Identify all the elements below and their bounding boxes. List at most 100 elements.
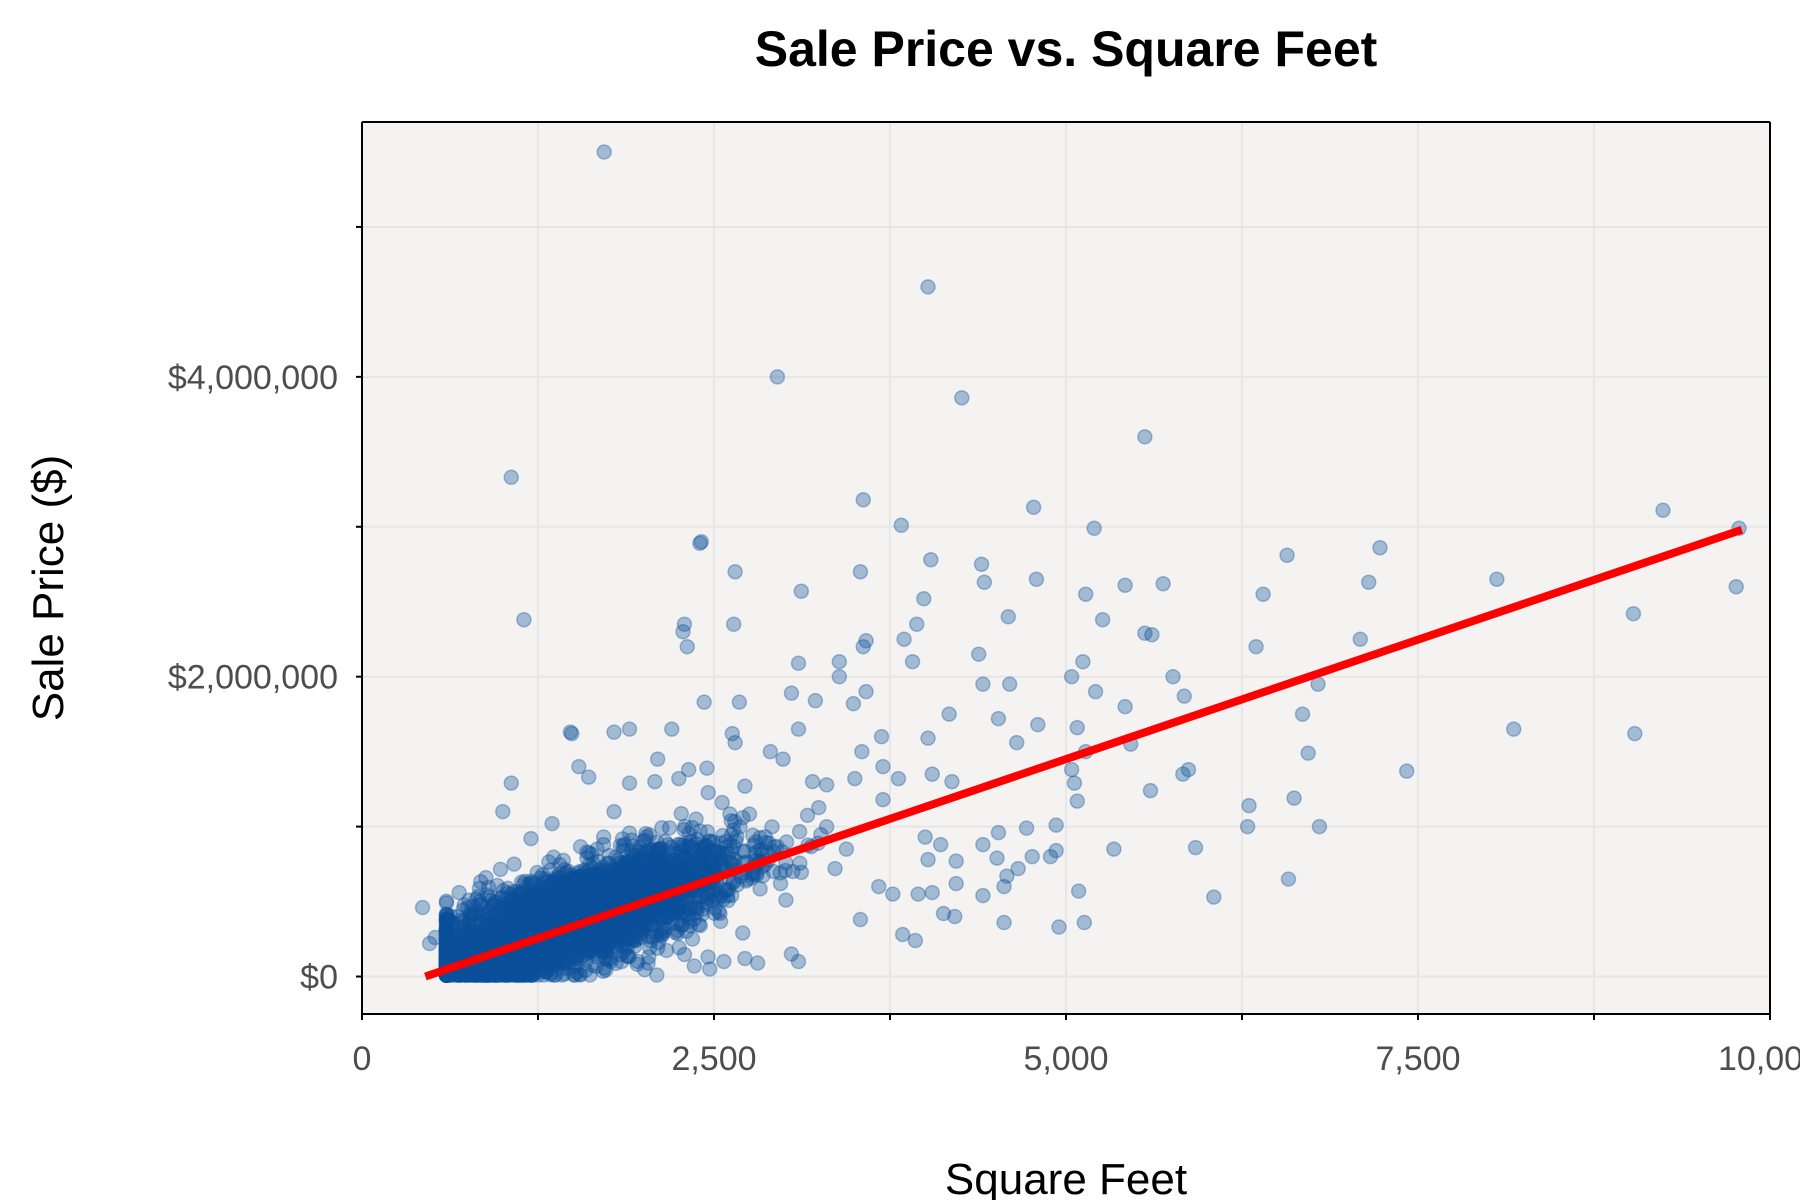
data-point: [616, 880, 632, 896]
data-point: [727, 563, 743, 580]
data-point: [990, 824, 1007, 841]
data-point: [907, 932, 924, 949]
data-point: [1024, 848, 1040, 865]
data-point: [656, 857, 673, 873]
data-point: [585, 855, 601, 872]
data-point: [560, 896, 577, 913]
data-point: [648, 866, 665, 883]
data-point: [611, 861, 627, 878]
data-point: [634, 862, 651, 878]
data-point: [653, 928, 670, 944]
data-point: [438, 911, 455, 928]
data-point: [676, 821, 693, 838]
data-point: [564, 898, 581, 915]
data-point: [638, 829, 655, 845]
data-point: [597, 941, 613, 957]
data-point: [480, 879, 497, 896]
data-point: [579, 844, 595, 860]
data-point: [628, 857, 645, 873]
data-point: [534, 916, 550, 933]
data-point: [559, 908, 575, 925]
data-point: [613, 877, 629, 894]
data-point: [573, 896, 589, 912]
data-point: [691, 889, 707, 905]
data-point: [477, 967, 494, 983]
data-point: [623, 843, 640, 859]
data-point: [505, 898, 521, 914]
data-point: [1175, 766, 1191, 782]
data-point: [1255, 586, 1271, 602]
data-point: [585, 924, 601, 940]
data-point: [661, 867, 677, 884]
data-point: [799, 807, 816, 824]
data-point: [948, 853, 964, 869]
data-point: [583, 957, 600, 973]
y-tick-label: $2,000,000: [168, 659, 338, 697]
data-point: [560, 902, 577, 919]
data-point: [477, 928, 494, 944]
data-point: [622, 930, 638, 947]
data-point: [587, 923, 603, 940]
data-point: [587, 943, 604, 960]
data-point: [496, 956, 512, 972]
data-point: [506, 925, 522, 941]
data-point: [601, 871, 617, 887]
data-point: [528, 905, 545, 921]
data-point: [523, 916, 539, 932]
data-point: [486, 967, 502, 983]
data-point: [1106, 841, 1122, 857]
data-point: [570, 878, 587, 895]
data-point: [541, 854, 557, 870]
data-point: [904, 653, 921, 670]
data-point: [466, 930, 482, 947]
data-point: [633, 877, 650, 894]
data-point: [669, 857, 686, 873]
data-point: [626, 864, 643, 881]
data-point: [539, 894, 555, 910]
data-point: [572, 868, 588, 884]
data-point: [570, 903, 586, 919]
data-point: [689, 901, 705, 917]
data-point: [679, 893, 695, 910]
data-point: [542, 902, 558, 919]
data-point: [605, 865, 622, 882]
data-point: [466, 967, 482, 983]
data-point: [920, 279, 936, 295]
data-point: [438, 939, 455, 955]
data-point: [1625, 605, 1642, 622]
data-point: [618, 881, 635, 897]
data-point: [557, 954, 574, 971]
data-point: [599, 895, 615, 911]
data-point: [494, 929, 511, 946]
data-point: [607, 918, 623, 934]
data-point: [538, 909, 555, 926]
data-point: [1070, 883, 1087, 899]
data-point: [511, 964, 528, 981]
data-point: [649, 751, 666, 767]
data-point: [438, 935, 455, 952]
data-point: [704, 858, 720, 874]
data-point: [672, 845, 689, 861]
data-point: [652, 840, 669, 856]
data-point: [532, 916, 548, 933]
data-point: [1176, 688, 1193, 704]
data-point: [540, 913, 556, 929]
data-point: [457, 926, 474, 943]
data-point: [539, 903, 555, 920]
data-point: [924, 766, 940, 782]
data-point: [523, 830, 539, 847]
data-point: [502, 904, 518, 920]
data-point: [525, 954, 542, 971]
data-point: [560, 937, 576, 954]
data-point: [522, 915, 539, 931]
data-point: [723, 813, 740, 829]
data-point: [562, 937, 579, 954]
data-point: [566, 902, 582, 918]
data-point: [461, 892, 477, 908]
data-point: [608, 939, 624, 956]
data-point: [654, 852, 671, 869]
data-point: [827, 860, 843, 877]
data-point: [623, 868, 639, 884]
data-point: [567, 967, 583, 983]
data-point: [491, 919, 507, 935]
